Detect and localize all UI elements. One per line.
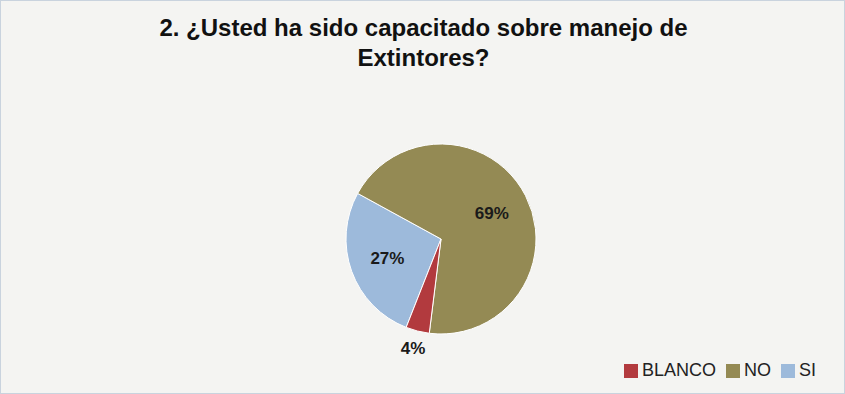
html-text:2. ¿Usted ha sido capacitado s: 2. ¿Usted ha sido capacitado sobre manej… — [159, 14, 688, 71]
html-text:BLANCO: BLANCO — [642, 360, 716, 380]
svg-text:4%: 4% — [401, 339, 426, 358]
svg-text:27%: 27% — [370, 249, 404, 268]
svg-text:69%: 69% — [475, 204, 509, 223]
html-text:SI: SI — [799, 360, 816, 380]
html-text:NO: NO — [744, 360, 771, 380]
